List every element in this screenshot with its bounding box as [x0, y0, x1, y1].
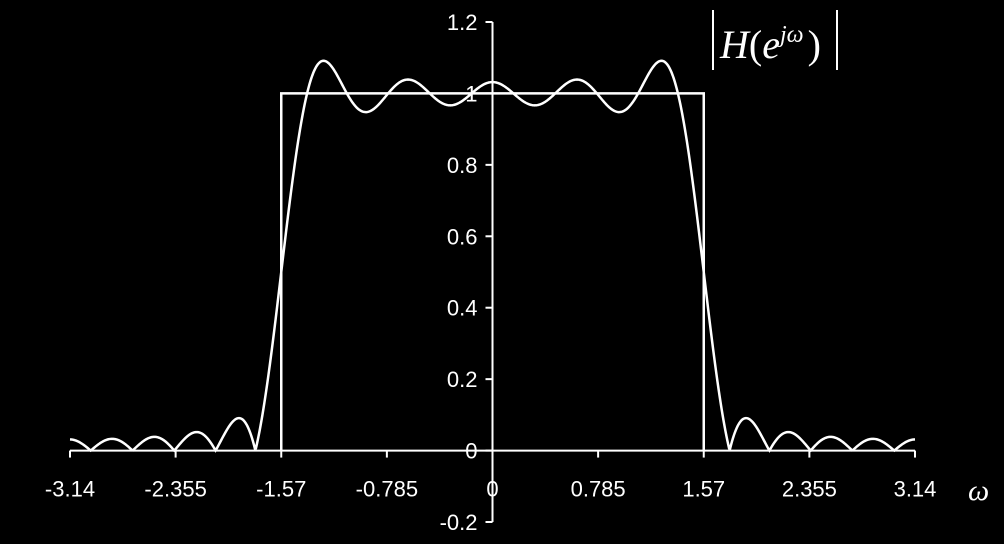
y-tick-label: 1 — [465, 81, 477, 106]
y-tick-label: -0.2 — [440, 510, 478, 535]
x-tick-label: 2.355 — [782, 477, 837, 502]
y-tick-label: 0.8 — [447, 153, 478, 178]
chart-title: H(ejω) — [712, 10, 838, 70]
magnitude-response-line — [69, 59, 916, 453]
y-tick-label: 0 — [465, 439, 477, 464]
x-tick-label: 1.57 — [682, 477, 725, 502]
x-tick-label: -2.355 — [144, 477, 206, 502]
title-text: H(ejω) — [719, 22, 821, 67]
labels: -3.14 -2.355 -1.57 -0.785 0 0.785 1.57 2.355 3.1… — [45, 10, 989, 535]
x-tick-label: 3.14 — [894, 477, 937, 502]
x-tick-label: 0.785 — [571, 477, 626, 502]
y-tick-label: 0.2 — [447, 367, 478, 392]
x-tick-label: 0 — [486, 477, 498, 502]
x-tick-label: -1.57 — [256, 477, 306, 502]
x-tick-label: -3.14 — [45, 477, 95, 502]
series-layer — [69, 59, 916, 453]
x-axis-label: ω — [968, 474, 989, 507]
x-tick-label: -0.785 — [356, 477, 418, 502]
axes — [69, 21, 916, 523]
y-tick-label: 1.2 — [447, 10, 478, 35]
y-tick-label: 0.4 — [447, 296, 478, 321]
y-tick-label: 0.6 — [447, 224, 478, 249]
